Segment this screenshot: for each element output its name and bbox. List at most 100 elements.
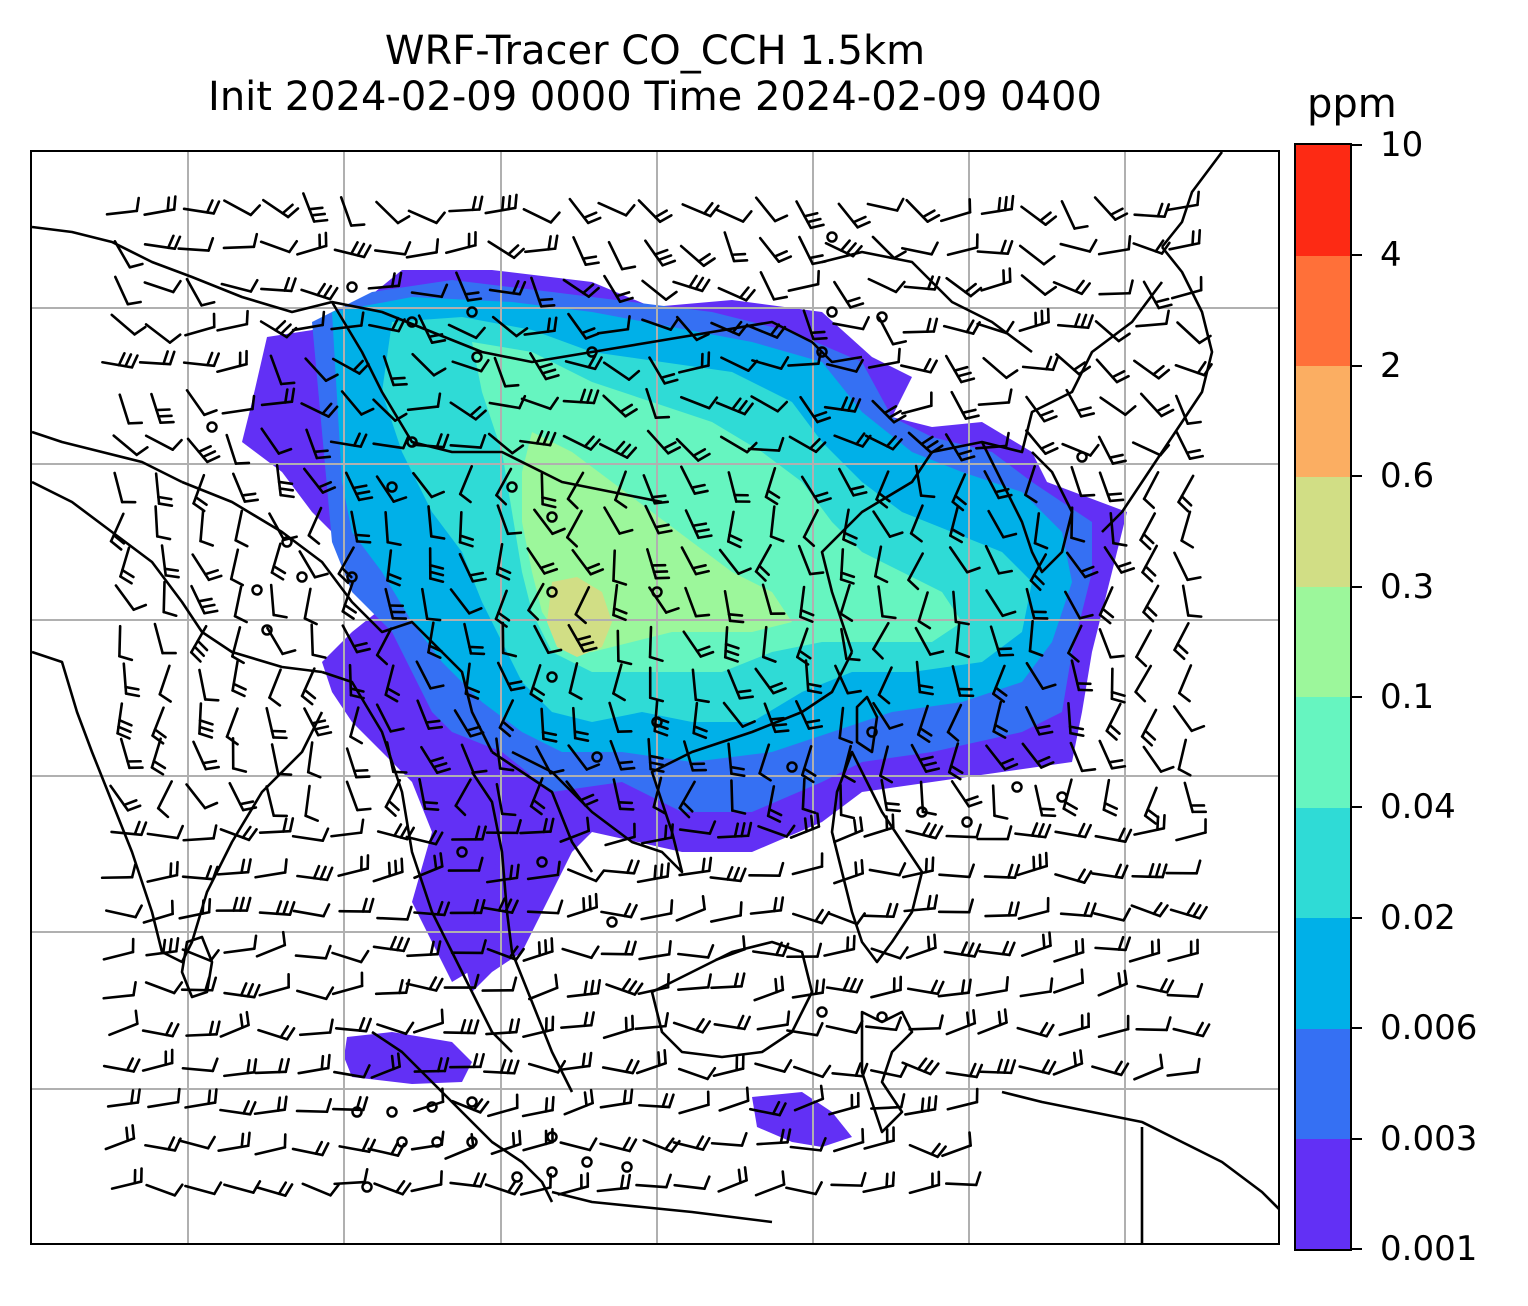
wind-barb: [376, 905, 413, 921]
wind-barb: [528, 973, 559, 1001]
wind-barb: [566, 892, 598, 918]
wind-barb: [727, 742, 746, 778]
wind-barb: [984, 901, 1020, 918]
wind-barb: [1016, 851, 1048, 877]
wind-barb: [412, 471, 445, 499]
wind-barb: [291, 827, 330, 842]
map-svg: [32, 152, 1278, 1243]
wind-barb: [710, 1131, 748, 1147]
wind-barb: [833, 816, 864, 844]
wind-barb: [119, 546, 135, 585]
wind-barb: [880, 778, 902, 813]
colorbar-tick-mark: [1352, 475, 1362, 478]
wind-barb: [114, 275, 142, 306]
wind-barb: [112, 434, 149, 457]
calm-wind-marker: [826, 306, 838, 318]
wind-barb: [747, 436, 785, 452]
wind-barb: [985, 589, 1017, 618]
wind-barb: [902, 317, 939, 334]
wind-barb: [540, 472, 557, 509]
wind-barb: [716, 821, 753, 839]
wind-barb: [945, 823, 982, 839]
wind-barb: [385, 741, 408, 774]
wind-barb: [640, 823, 674, 845]
wind-barb: [341, 581, 357, 620]
wind-barb: [345, 780, 372, 812]
wind-barb: [872, 621, 890, 660]
coastline: [32, 650, 324, 964]
wind-barb: [122, 662, 141, 698]
wind-barb: [178, 897, 212, 920]
wind-barb: [192, 473, 208, 513]
wind-barb: [225, 433, 251, 465]
wind-barb: [939, 197, 972, 223]
wind-barb: [185, 783, 219, 810]
wind-barb: [192, 740, 220, 771]
wind-barb: [491, 315, 529, 338]
wind-barb: [710, 972, 746, 990]
wind-barb: [946, 703, 963, 742]
coastline: [551, 1190, 773, 1224]
wind-barb: [980, 194, 1015, 216]
wind-barb: [937, 898, 974, 914]
wind-barb: [1176, 321, 1212, 345]
wind-barb: [458, 465, 474, 504]
wind-barb: [110, 313, 147, 336]
wind-barb: [374, 978, 411, 996]
wind-barb: [788, 435, 827, 454]
wind-barb: [614, 470, 628, 509]
wind-barb: [976, 239, 1014, 255]
wind-barb: [384, 587, 408, 620]
colorbar-tick-mark: [1352, 916, 1362, 919]
wind-barb: [270, 743, 293, 776]
wind-barb: [150, 737, 167, 776]
wind-barb: [488, 280, 527, 296]
wind-barb: [559, 816, 591, 843]
wind-barb: [109, 512, 126, 551]
wind-barb: [727, 669, 755, 700]
wind-barb: [566, 868, 606, 883]
wind-barb: [337, 546, 355, 585]
wind-barb: [182, 824, 218, 842]
wind-barb: [562, 388, 600, 405]
wind-barb: [596, 315, 631, 335]
wind-barb: [216, 349, 248, 374]
wind-barb: [637, 972, 670, 996]
wind-barb: [151, 706, 167, 745]
wind-barb: [255, 930, 287, 958]
calm-wind-marker: [536, 856, 548, 868]
wind-barb: [644, 504, 673, 535]
wind-barb: [801, 745, 817, 784]
wind-barb: [872, 510, 904, 538]
wind-barb: [797, 544, 825, 576]
colorbar-segment: [1296, 476, 1350, 588]
wind-barb: [406, 392, 442, 412]
colorbar-tick-mark: [1352, 1137, 1362, 1140]
wind-barb: [154, 505, 172, 541]
wind-barb: [976, 320, 1015, 335]
wind-barb: [181, 1057, 219, 1073]
wind-barb: [495, 543, 512, 581]
wind-barb: [1093, 196, 1129, 221]
wind-barb: [980, 267, 1012, 292]
calm-wind-marker: [826, 231, 838, 243]
wind-barb: [839, 583, 854, 622]
coastline: [32, 480, 323, 674]
wind-barb: [715, 935, 746, 962]
wind-barb: [147, 1087, 181, 1109]
wind-barb: [563, 1088, 594, 1116]
wind-barb: [908, 1142, 947, 1159]
wind-barb: [603, 274, 634, 303]
wind-barb: [605, 978, 644, 996]
wind-barb: [991, 784, 1009, 820]
wind-barb: [791, 852, 824, 876]
wind-barb: [751, 356, 790, 370]
wind-barb: [1053, 938, 1085, 963]
wind-barb: [333, 241, 372, 259]
wind-barb: [411, 352, 447, 377]
wind-barb: [116, 702, 133, 740]
wind-barb: [448, 195, 484, 213]
wind-barb: [145, 937, 180, 957]
tracer-patch: [752, 1092, 852, 1147]
wind-barb: [1174, 360, 1213, 377]
